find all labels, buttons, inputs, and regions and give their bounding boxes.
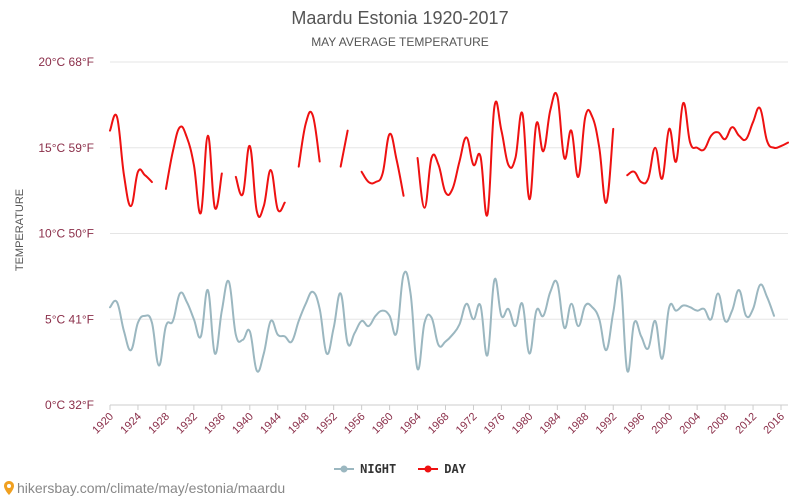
- legend-item-day[interactable]: DAY: [418, 462, 466, 476]
- y-tick-label: 20°C 68°F: [38, 55, 94, 69]
- day-series-line: [339, 129, 349, 168]
- x-tick-label: 1928: [146, 411, 172, 437]
- y-tick-label: 5°C 41°F: [45, 312, 94, 326]
- day-series-line: [360, 132, 405, 197]
- x-tick-label: 1940: [230, 411, 256, 437]
- x-tick-label: 1964: [398, 411, 424, 437]
- x-tick-label: 1972: [454, 411, 480, 437]
- legend-night-label: NIGHT: [360, 462, 397, 476]
- y-tick-label: 10°C 50°F: [38, 227, 94, 241]
- x-tick-label: 1984: [538, 411, 564, 437]
- x-tick-label: 1992: [594, 411, 620, 437]
- x-tick-label: 1936: [202, 411, 228, 437]
- x-tick-label: 1932: [174, 411, 200, 437]
- footer-link[interactable]: hikersbay.com/climate/may/estonia/maardu: [17, 480, 286, 496]
- x-tick-label: 2008: [705, 411, 731, 437]
- x-tick-label: 1988: [566, 411, 592, 437]
- day-series-line: [416, 91, 615, 217]
- night-series-line: [109, 270, 776, 373]
- legend-day-marker: [418, 465, 439, 473]
- x-tick-label: 2004: [677, 411, 703, 437]
- x-tick-label: 1924: [118, 411, 144, 437]
- x-tick-label: 1996: [622, 411, 648, 437]
- x-tick-label: 2012: [733, 411, 759, 437]
- map-pin-icon: [4, 481, 14, 495]
- chart-title: Maardu Estonia 1920-2017: [291, 8, 509, 28]
- x-tick-label: 1952: [314, 411, 340, 437]
- x-tick-label: 1960: [370, 411, 396, 437]
- legend-day-label: DAY: [444, 462, 466, 476]
- chart-subtitle: MAY AVERAGE TEMPERATURE: [311, 35, 489, 49]
- day-series-line: [626, 102, 789, 185]
- day-series-line: [297, 110, 321, 168]
- x-tick-label: 1968: [426, 411, 452, 437]
- x-tick-label: 2000: [649, 411, 675, 437]
- x-tick-label: 1920: [90, 411, 116, 437]
- x-tick-label: 1976: [482, 411, 508, 437]
- x-tick-label: 1944: [258, 411, 284, 437]
- y-tick-label: 0°C 32°F: [45, 398, 94, 412]
- day-series-line: [234, 145, 286, 219]
- y-tick-label: 15°C 59°F: [38, 141, 94, 155]
- x-tick-label: 1980: [510, 411, 536, 437]
- day-series-line: [109, 113, 153, 208]
- footer[interactable]: hikersbay.com/climate/may/estonia/maardu: [4, 480, 285, 496]
- x-tick-label: 1956: [342, 411, 368, 437]
- legend-item-night[interactable]: NIGHT: [334, 462, 396, 476]
- x-tick-label: 2016: [761, 411, 787, 437]
- x-tick-label: 1948: [286, 411, 312, 437]
- day-series-line: [164, 125, 223, 215]
- legend: NIGHT DAY: [0, 462, 800, 476]
- legend-night-marker: [334, 465, 355, 473]
